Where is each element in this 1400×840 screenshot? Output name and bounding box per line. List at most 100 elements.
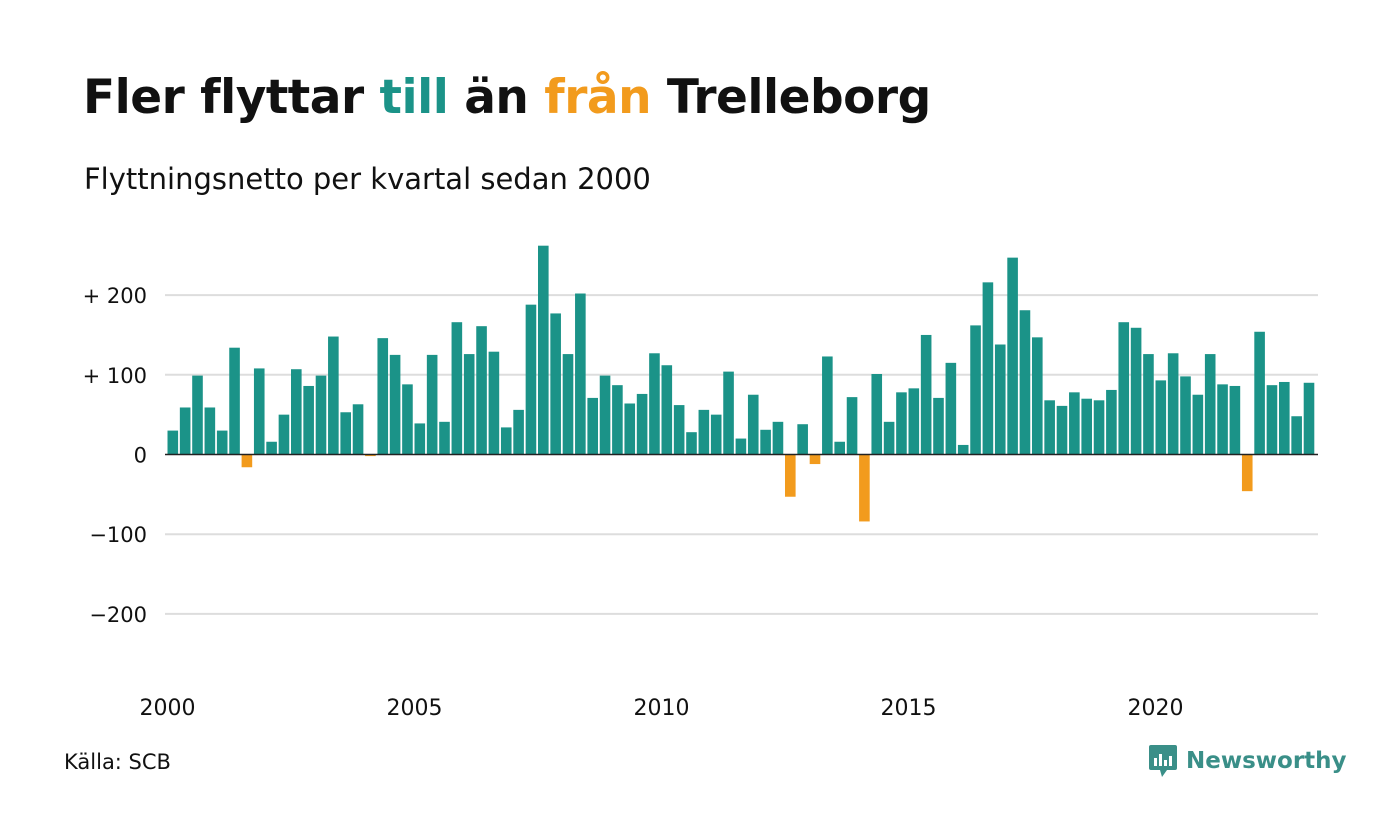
bar	[303, 385, 314, 455]
bar	[1279, 381, 1290, 455]
bar	[649, 353, 660, 455]
bar	[463, 354, 475, 455]
logo-text: Newsworthy	[1186, 748, 1347, 774]
bar	[710, 414, 722, 455]
bar	[785, 454, 796, 497]
bar	[1081, 398, 1092, 455]
y-tick-label: −200	[89, 603, 147, 627]
bar	[426, 354, 438, 455]
bar	[1056, 405, 1068, 455]
y-tick-label: 0	[134, 444, 147, 468]
chart-subtitle: Flyttningsnetto per kvartal sedan 2000	[84, 162, 651, 196]
x-tick-label: 2010	[634, 696, 690, 721]
bar	[451, 322, 463, 455]
bar	[1130, 327, 1142, 455]
bar	[661, 365, 673, 455]
bar	[192, 375, 203, 455]
bar	[1180, 376, 1191, 455]
bar	[204, 407, 216, 455]
bar	[414, 423, 426, 455]
source-note: Källa: SCB	[64, 750, 171, 774]
bar	[1093, 400, 1105, 455]
bar	[402, 384, 413, 455]
y-tick-label: + 100	[83, 364, 147, 388]
bar	[328, 336, 339, 455]
x-axis-labels: 2000 2005 2010 2015 2020	[140, 696, 1184, 721]
x-tick-label: 2020	[1128, 696, 1184, 721]
bar	[760, 429, 771, 455]
bar	[896, 392, 907, 455]
bar	[1254, 331, 1265, 455]
bar	[216, 430, 228, 455]
bar	[439, 421, 450, 455]
bar	[747, 394, 759, 455]
bar	[1229, 385, 1241, 455]
y-axis-labels: + 200 + 100 0 −100 −200	[83, 284, 147, 627]
bar	[612, 385, 623, 455]
bar	[1192, 394, 1204, 455]
bar-chart: + 200 + 100 0 −100 −200 2000 2005 2010 2015 2020	[83, 245, 1318, 721]
bar	[1118, 322, 1130, 455]
bar	[809, 454, 821, 465]
bar	[1291, 416, 1302, 455]
bar	[229, 347, 240, 455]
bar	[957, 444, 969, 455]
bar	[673, 405, 685, 455]
newsworthy-logo: Newsworthy	[1148, 744, 1347, 778]
newsworthy-logo-icon	[1149, 745, 1177, 777]
bar	[476, 326, 487, 455]
bar	[389, 354, 401, 455]
bar	[920, 334, 932, 455]
bar	[550, 313, 561, 455]
bar	[278, 414, 290, 455]
bar	[723, 371, 734, 455]
bar	[1167, 353, 1179, 455]
bar	[1217, 384, 1228, 455]
bar	[772, 421, 784, 455]
bar	[994, 344, 1006, 455]
bar	[562, 354, 574, 455]
bar	[500, 427, 512, 455]
bar	[797, 424, 808, 455]
bar	[624, 403, 636, 455]
bar	[365, 454, 376, 457]
bar	[241, 454, 253, 468]
bar	[686, 432, 697, 455]
bar	[1241, 454, 1253, 492]
bar	[538, 245, 549, 455]
bar	[859, 454, 870, 522]
bar	[179, 407, 191, 455]
bar	[1007, 257, 1018, 455]
bar	[908, 388, 920, 455]
bar	[1106, 389, 1117, 455]
title-part-3: Trelleborg	[651, 70, 931, 125]
bar	[834, 441, 845, 455]
bar	[871, 374, 883, 455]
bar	[266, 441, 277, 455]
bar	[575, 293, 586, 455]
bar	[735, 438, 747, 455]
bar	[340, 412, 351, 455]
bar	[377, 338, 389, 455]
bar	[587, 397, 598, 455]
grid-lines	[165, 294, 1318, 615]
bar	[970, 325, 981, 455]
title-till: till	[379, 70, 449, 125]
bar	[513, 409, 524, 455]
title-part-2: än	[448, 70, 545, 125]
title-fran: från	[544, 70, 652, 125]
bar	[1143, 354, 1154, 455]
bar	[315, 375, 327, 455]
bar	[698, 409, 710, 455]
bar	[945, 362, 957, 455]
bar	[1266, 385, 1278, 455]
bars	[167, 245, 1315, 522]
bar	[488, 351, 500, 455]
bar	[883, 421, 895, 455]
y-tick-label: + 200	[83, 284, 147, 308]
x-tick-label: 2005	[387, 696, 443, 721]
y-tick-label: −100	[89, 523, 147, 547]
bar	[291, 369, 302, 455]
x-tick-label: 2000	[140, 696, 196, 721]
bar	[822, 356, 833, 455]
